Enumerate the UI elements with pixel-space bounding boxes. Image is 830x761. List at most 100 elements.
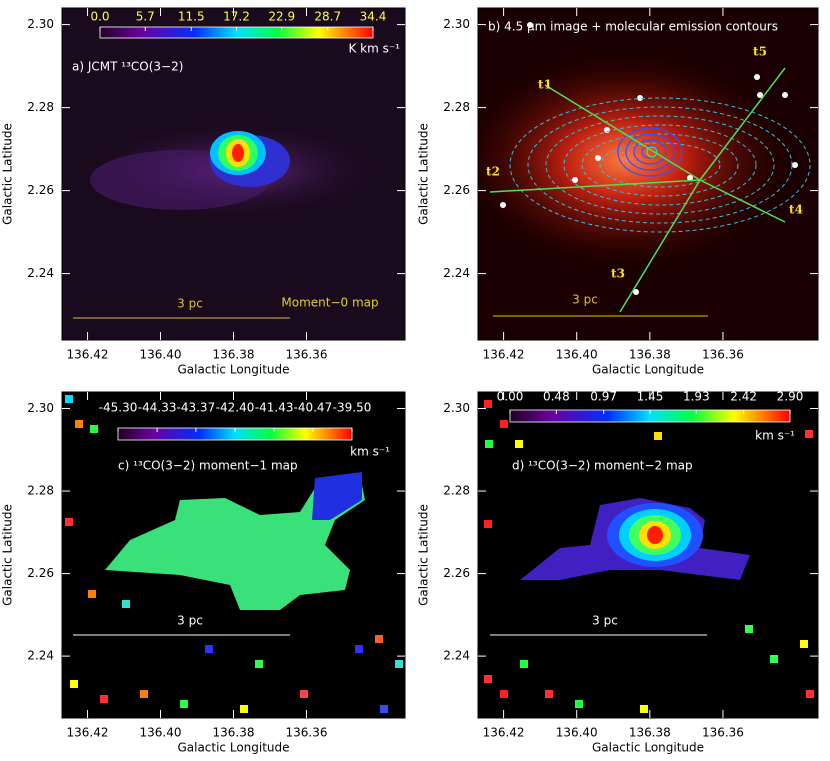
y-tick-label: 2.26 [443, 183, 470, 197]
y-tick-label: 2.30 [443, 401, 470, 415]
contour [527, 106, 793, 224]
contour [509, 97, 811, 233]
x-tick-label: 136.36 [702, 348, 744, 362]
contour [563, 124, 757, 206]
colorbar-tick-label: -45.30 [99, 401, 138, 415]
x-tick-label: 136.38 [629, 348, 671, 362]
axes-frame [477, 391, 819, 719]
panels: 136.42 136.40 136.38 136.36 2.24 2.26 2.28 2.30… [1, 7, 819, 755]
colorbar-tick-label: -41.43 [255, 401, 294, 415]
noise-pixel [65, 518, 73, 526]
noise-pixel [65, 395, 73, 403]
cut-label: t1 [538, 78, 552, 92]
star [754, 74, 760, 80]
contour [625, 133, 675, 171]
star [572, 177, 578, 183]
colorbar-tick-label: 11.5 [178, 10, 205, 24]
colorbar-unit: km s⁻¹ [755, 429, 795, 443]
nebula-glow [478, 50, 795, 270]
noise-pixel [484, 675, 492, 683]
x-tick-label: 136.36 [702, 726, 744, 740]
cut-line [544, 84, 701, 181]
noise-pixel [300, 690, 308, 698]
dispersion-peak [647, 526, 663, 544]
x-tick-label: 136.40 [140, 726, 182, 740]
contour [641, 145, 659, 159]
y-axis-label: Galactic Latitude [1, 123, 15, 225]
colorbar-tick-label: 1.93 [683, 390, 710, 404]
noise-pixel [575, 700, 583, 708]
map-image [62, 8, 405, 340]
y-tick-label: 2.24 [27, 649, 54, 663]
x-tick-label: 136.40 [556, 348, 598, 362]
colorbar-tick-label: -43.37 [177, 401, 216, 415]
noise-pixel [355, 645, 363, 653]
y-tick-label: 2.30 [27, 17, 54, 31]
cut-label: t2 [486, 165, 500, 179]
noise-pixel [545, 690, 553, 698]
colorbar-tick-label: 2.90 [777, 390, 804, 404]
star [687, 175, 693, 181]
y-tick-label: 2.28 [443, 100, 470, 114]
axes-frame [477, 7, 819, 341]
y-axis-label: Galactic Latitude [417, 504, 431, 606]
cut-line [619, 179, 701, 313]
noise-pixel [90, 425, 98, 433]
y-tick-label: 2.26 [27, 183, 54, 197]
noise-pixel [75, 420, 83, 428]
noise-pixel [485, 440, 493, 448]
y-tick-label: 2.28 [27, 100, 54, 114]
y-tick-label: 2.30 [27, 401, 54, 415]
x-axis-label: Galactic Longitude [592, 741, 704, 755]
cut-label: t3 [611, 267, 625, 281]
star [792, 162, 798, 168]
cut-line [699, 179, 786, 223]
star [782, 92, 788, 98]
panel-label: d) ¹³CO(3−2) moment−2 map [512, 459, 693, 473]
contour [646, 146, 658, 158]
map-image [478, 392, 818, 718]
noise-pixel [806, 690, 814, 698]
map-image [478, 8, 818, 340]
emission-peak [232, 144, 244, 162]
noise-pixel [140, 690, 148, 698]
noise-pixel [380, 705, 388, 713]
cut-line [699, 67, 786, 181]
velocity-field [105, 475, 365, 610]
star [637, 95, 643, 101]
contour [617, 127, 683, 177]
star [633, 289, 639, 295]
star [527, 22, 533, 28]
star [500, 202, 506, 208]
noise-pixel [88, 590, 96, 598]
x-axis-label: Galactic Longitude [592, 363, 704, 377]
noise-pixel [500, 420, 508, 428]
x-tick-label: 136.36 [285, 726, 327, 740]
cut-label: t4 [789, 203, 803, 217]
scale-bar-label: 3 pc [572, 293, 598, 307]
colorbar-tick-label: 5.7 [136, 10, 155, 24]
x-tick-label: 136.36 [285, 348, 327, 362]
y-tick-label: 2.30 [443, 17, 470, 31]
colorbar-tick-label: 0.48 [543, 390, 570, 404]
noise-pixel [770, 655, 778, 663]
noise-pixel [180, 700, 188, 708]
y-axis-label: Galactic Latitude [417, 123, 431, 225]
contour [633, 139, 667, 165]
noise-pixel [100, 695, 108, 703]
noise-pixel [484, 400, 492, 408]
colorbar-unit: K km s⁻¹ [348, 42, 400, 56]
noise-pixel [395, 660, 403, 668]
colorbar-tick-label: -40.47 [294, 401, 333, 415]
panel-label: b) 4.5 μm image + molecular emission con… [488, 20, 778, 34]
y-tick-label: 2.24 [443, 649, 470, 663]
y-tick-label: 2.24 [27, 266, 54, 280]
x-tick-label: 136.42 [67, 726, 109, 740]
colorbar-tick-label: -42.40 [216, 401, 255, 415]
noise-pixel [745, 625, 753, 633]
y-tick-label: 2.24 [443, 266, 470, 280]
star [595, 155, 601, 161]
x-tick-label: 136.38 [629, 726, 671, 740]
